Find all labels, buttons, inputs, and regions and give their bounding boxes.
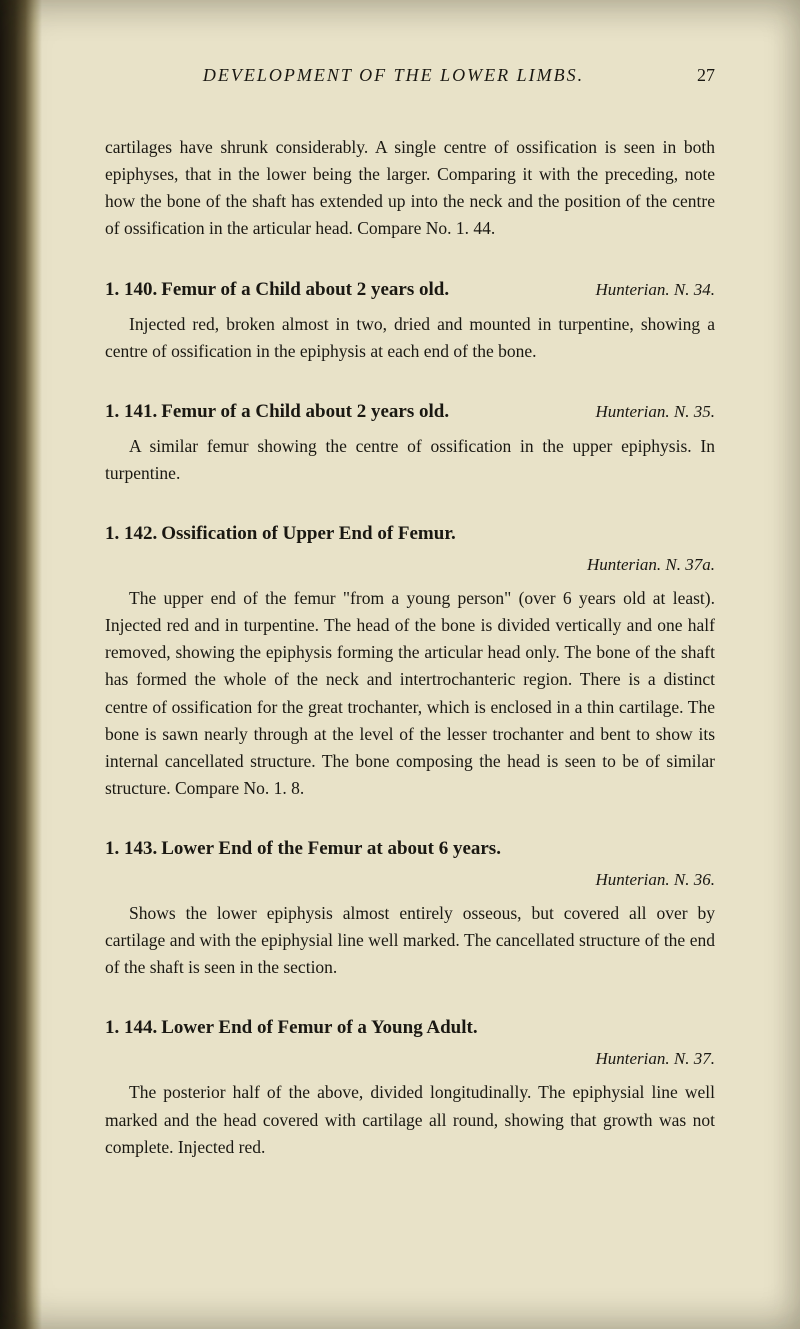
entry-number: 1. 140. [105,279,157,300]
entry-140: 1. 140. Femur of a Child about 2 years o… [105,279,715,365]
entry-reference: Hunterian. N. 35. [596,402,715,422]
entry-heading: 1. 142. Ossification of Upper End of Fem… [105,523,715,545]
entry-heading: 1. 140. Femur of a Child about 2 years o… [105,279,715,301]
entry-paragraph: Shows the lower epiphysis almost entirel… [105,900,715,981]
entry-141: 1. 141. Femur of a Child about 2 years o… [105,401,715,487]
entry-title: Femur of a Child about 2 years old. [161,401,449,422]
entry-heading: 1. 143. Lower End of the Femur at about … [105,838,715,860]
running-title: DEVELOPMENT OF THE LOWER LIMBS. [120,65,667,86]
page-number: 27 [697,65,715,86]
entry-number: 1. 142. [105,523,157,544]
entry-paragraph: The posterior half of the above, divided… [105,1079,715,1160]
entry-paragraph: Injected red, broken almost in two, drie… [105,311,715,365]
entry-reference: Hunterian. N. 34. [596,280,715,300]
entry-reference: Hunterian. N. 37a. [105,555,715,575]
entry-number: 1. 141. [105,401,157,422]
entry-number: 1. 143. [105,838,157,859]
intro-paragraph: cartilages have shrunk considerably. A s… [105,134,715,243]
entry-reference: Hunterian. N. 36. [105,870,715,890]
entry-paragraph: A similar femur showing the centre of os… [105,433,715,487]
entry-title: Femur of a Child about 2 years old. [161,279,449,300]
entry-title: Ossification of Upper End of Femur. [161,523,456,544]
entry-title: Lower End of Femur of a Young Adult. [161,1017,477,1038]
entry-number: 1. 144. [105,1017,157,1038]
entry-143: 1. 143. Lower End of the Femur at about … [105,838,715,981]
intro-paragraph-block: cartilages have shrunk considerably. A s… [105,134,715,243]
entry-heading: 1. 144. Lower End of Femur of a Young Ad… [105,1017,715,1039]
entry-reference: Hunterian. N. 37. [105,1049,715,1069]
running-head: DEVELOPMENT OF THE LOWER LIMBS. 27 [105,65,715,86]
entry-title: Lower End of the Femur at about 6 years. [161,838,501,859]
entry-144: 1. 144. Lower End of Femur of a Young Ad… [105,1017,715,1160]
page-content: DEVELOPMENT OF THE LOWER LIMBS. 27 carti… [0,0,800,1257]
entry-heading: 1. 141. Femur of a Child about 2 years o… [105,401,715,423]
entry-142: 1. 142. Ossification of Upper End of Fem… [105,523,715,802]
entry-paragraph: The upper end of the femur "from a young… [105,585,715,802]
binding-shadow [0,0,42,1329]
